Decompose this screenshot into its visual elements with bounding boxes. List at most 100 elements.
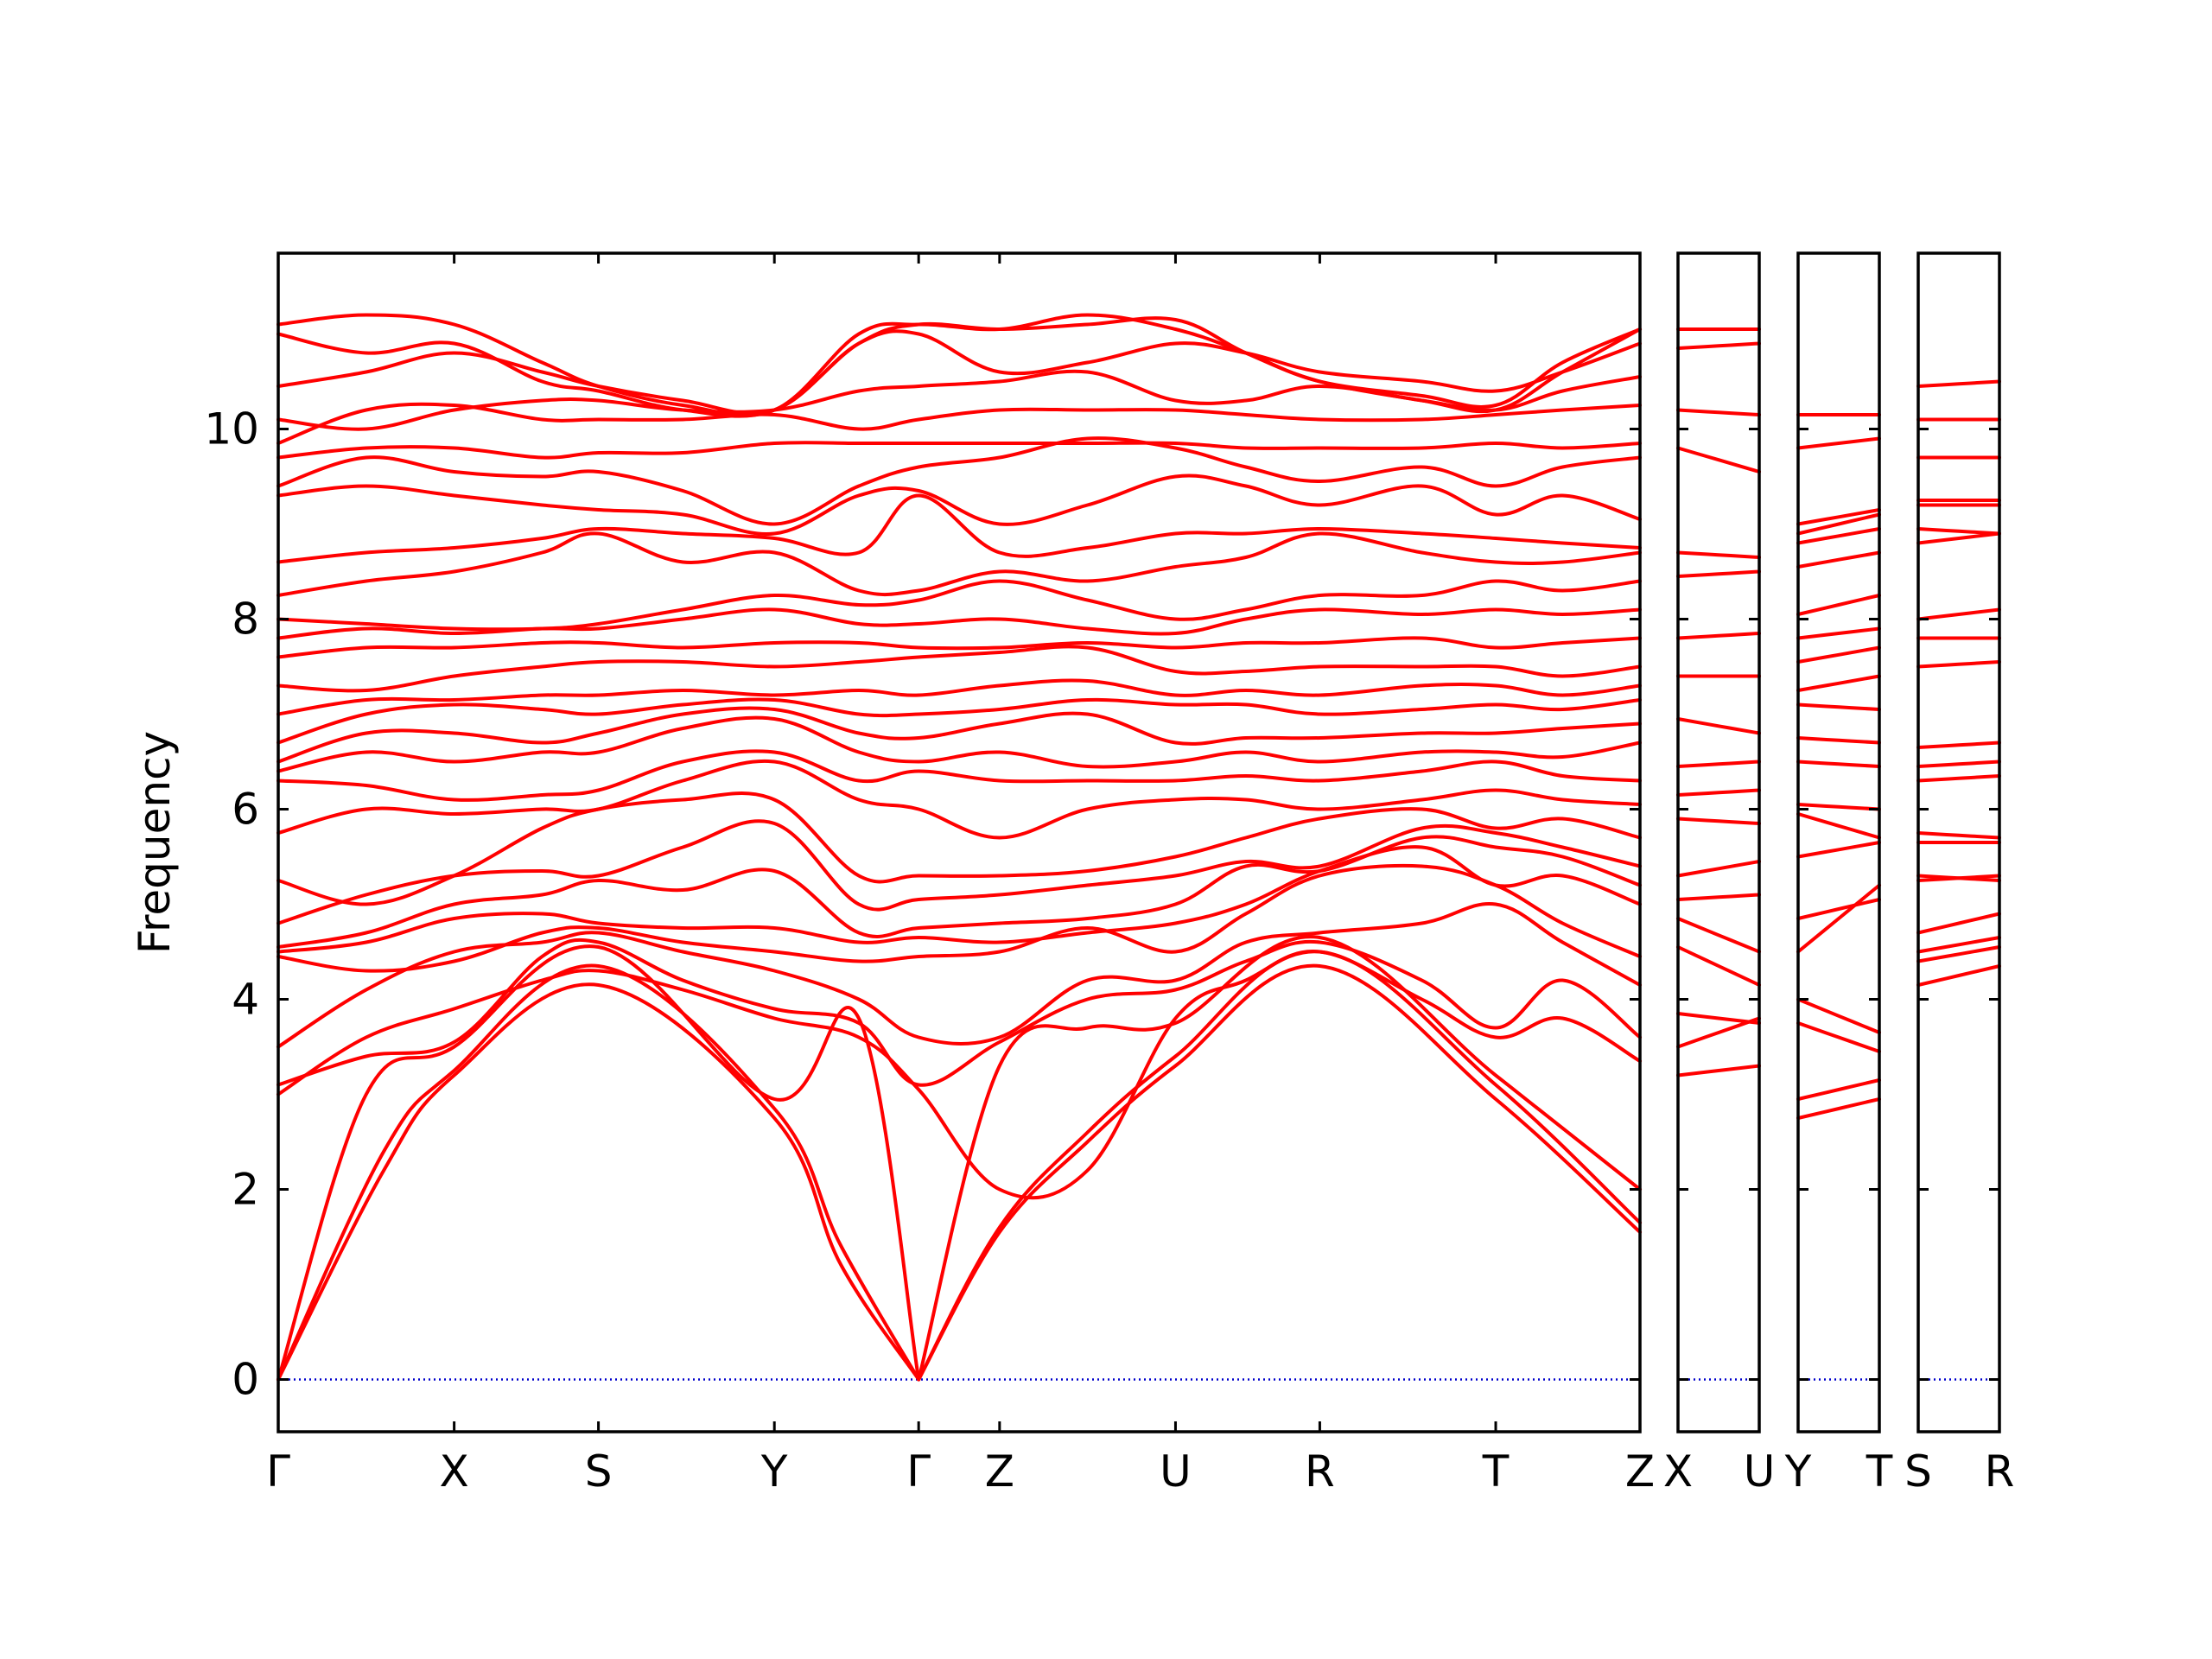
x-tick-label: Y <box>1784 1446 1812 1497</box>
band-line <box>276 863 1642 973</box>
band-line <box>1796 997 1881 1034</box>
band-line <box>276 636 1642 659</box>
band-line <box>276 706 1642 764</box>
x-tick-label: Γ <box>266 1446 290 1497</box>
x-tick-label: Y <box>760 1446 788 1497</box>
band-line <box>1916 936 2001 954</box>
band-line <box>276 678 1642 716</box>
band-line <box>1796 736 1881 745</box>
band-line <box>1916 607 2001 621</box>
band-line <box>917 935 1642 1382</box>
band-line <box>1916 964 2001 987</box>
panel-frame <box>276 251 1642 1433</box>
band-line <box>1796 1097 1881 1120</box>
band-line <box>1796 508 1881 526</box>
band-line <box>276 963 921 1382</box>
band-line <box>1676 569 1761 578</box>
band-line <box>276 607 1642 640</box>
band-line <box>1916 531 2001 545</box>
x-tick-label: S <box>585 1446 613 1497</box>
band-line <box>276 493 1642 564</box>
band-line <box>1676 341 1761 350</box>
panel-1: Γ X S Y Γ Z U R T Z 0 2 4 6 8 10 <box>204 251 1655 1497</box>
band-line <box>1796 674 1881 692</box>
band-line <box>1796 550 1881 569</box>
x-tick-label: R <box>1305 1446 1335 1497</box>
band-line <box>1916 912 2001 935</box>
band-line <box>1676 860 1761 878</box>
band-line <box>1916 741 2001 749</box>
band-line <box>1676 408 1761 416</box>
band-line <box>1916 874 2001 882</box>
band-line <box>1676 945 1761 987</box>
band-line <box>1916 774 2001 783</box>
x-tick-label: X <box>439 1446 468 1497</box>
y-tick-label: 8 <box>232 594 259 645</box>
band-line <box>276 697 1642 745</box>
band-line <box>1676 717 1761 735</box>
y-tick-label: 4 <box>232 975 259 1025</box>
x-tick-label: T <box>1482 1446 1510 1497</box>
band-line <box>276 474 1642 536</box>
band-line <box>276 944 921 1382</box>
band-line <box>1796 1021 1881 1053</box>
band-line <box>276 402 1642 445</box>
panel-frame <box>1796 251 1881 1433</box>
x-tick-label: Z <box>1625 1446 1655 1497</box>
band-line <box>276 938 1642 1087</box>
band-line <box>276 845 1642 954</box>
y-tick-label: 6 <box>232 785 259 835</box>
x-tick-label: Z <box>985 1446 1014 1497</box>
band-line <box>276 329 1642 416</box>
x-tick-label: T <box>1866 1446 1893 1497</box>
band-line <box>276 531 1642 597</box>
band-line <box>1676 632 1761 640</box>
band-line <box>1916 660 2001 669</box>
band-line <box>917 950 1642 1382</box>
band-line <box>276 715 1642 773</box>
band-line <box>1676 817 1761 825</box>
band-line <box>917 963 1642 1382</box>
band-line <box>1796 527 1881 545</box>
band-line <box>1676 893 1761 901</box>
band-line <box>1676 1012 1761 1025</box>
band-line <box>1796 594 1881 616</box>
band-line <box>1796 812 1881 840</box>
x-tick-label: Γ <box>906 1446 931 1497</box>
x-tick-label: U <box>1744 1446 1776 1497</box>
y-tick-label: 10 <box>204 404 259 454</box>
band-line <box>276 791 1642 906</box>
band-line <box>1796 436 1881 450</box>
band-line <box>1676 917 1761 954</box>
band-line <box>1796 512 1881 536</box>
band-line <box>1676 760 1761 768</box>
y-axis-label: Frequency <box>130 731 180 954</box>
band-line <box>276 819 1642 925</box>
band-line <box>276 313 1642 417</box>
band-line <box>276 645 1642 693</box>
band-line <box>276 901 1642 1049</box>
band-line <box>1796 626 1881 640</box>
band-line <box>276 436 1642 526</box>
band-line <box>276 441 1642 460</box>
band-line <box>1796 841 1881 859</box>
band-line <box>1916 945 2001 963</box>
y-tick-label: 0 <box>232 1355 259 1405</box>
band-line <box>1916 760 2001 768</box>
band-line <box>1796 883 1881 954</box>
band-line <box>1676 550 1761 559</box>
x-tick-label: U <box>1160 1446 1192 1497</box>
band-line <box>1676 1064 1761 1077</box>
band-line <box>1676 446 1761 474</box>
band-line <box>1796 645 1881 664</box>
band-line <box>276 982 921 1382</box>
band-line <box>276 749 1642 802</box>
y-tick-label: 2 <box>232 1165 259 1215</box>
band-line <box>276 950 1642 1200</box>
band-line <box>1796 898 1881 920</box>
band-line <box>1796 760 1881 768</box>
